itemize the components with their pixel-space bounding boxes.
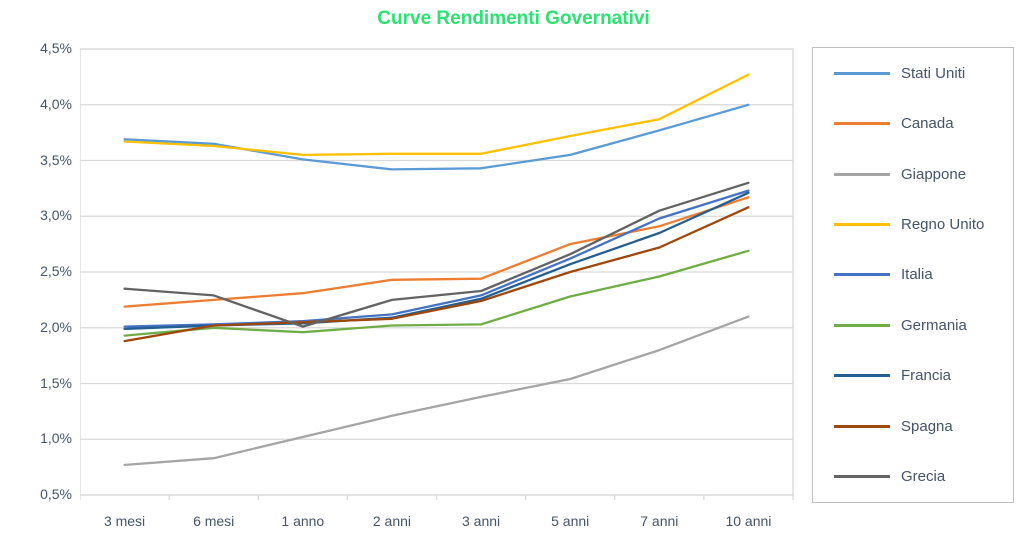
y-axis-label: 2,5% [40,263,72,279]
x-axis-label: 1 anno [281,513,325,529]
y-axis-label: 4,0% [40,95,72,112]
series-line-stati-uniti [123,103,750,171]
series-line-grecia [123,181,750,328]
legend-label: Regno Unito [901,216,985,234]
legend-line-swatch [834,223,890,227]
legend-line-swatch [834,122,890,126]
legend-line-swatch [834,475,890,479]
series-line-regno-unito [123,73,750,157]
legend-label: Canada [901,115,954,133]
legend-line-swatch [834,273,890,277]
series-line-germania [123,249,750,337]
legend-label: Grecia [901,468,946,486]
chart-legend[interactable]: Stati Uniti Canada Giappone Regno Unito Ital… [812,47,1014,503]
legend-line-swatch [834,374,890,378]
legend-entry-grecia[interactable]: Grecia [813,468,1013,485]
legend-entry-germania[interactable]: Germania [813,317,1013,334]
legend-label: Spagna [901,417,953,435]
plot-area[interactable] [79,48,799,507]
legend-line-swatch [834,71,890,75]
legend-entry-italia[interactable]: Italia [813,266,1013,283]
legend-entry-francia[interactable]: Francia [813,367,1013,384]
legend-line-swatch [834,172,890,176]
legend-entry-stati-uniti[interactable]: Stati Uniti [813,65,1013,82]
x-axis-label: 3 anni [461,513,501,529]
series-line-canada [123,196,750,308]
legend-line-swatch [834,424,890,428]
legend-line-swatch [834,323,890,327]
legend-label: Italia [901,266,933,284]
y-axis-label: 1,5% [40,374,72,391]
legend-entry-giappone[interactable]: Giappone [813,166,1013,183]
legend-entry-canada[interactable]: Canada [813,115,1013,132]
series-line-spagna [123,206,750,343]
series-line-giappone [123,315,750,467]
x-axis-label: 3 mesi [103,513,146,529]
y-axis-label: 1,0% [40,430,72,447]
legend-entry-regno-unito[interactable]: Regno Unito [813,216,1013,233]
series-line-italia [123,189,750,328]
legend-label: Giappone [901,165,967,183]
x-axis-label: 7 anni [640,513,679,529]
x-axis-label: 5 anni [551,513,590,529]
y-axis-label: 3,5% [40,151,72,168]
x-axis-label: 6 mesi [193,513,235,529]
legend-label: Germania [901,316,967,334]
legend-entry-spagna[interactable]: Spagna [813,418,1013,435]
y-axis-label: 4,5% [40,40,72,56]
legend-label: Stati Uniti [901,64,966,82]
legend-label: Francia [901,367,952,385]
y-axis-label: 3,0% [40,207,72,224]
x-axis-label: 2 anni [372,513,412,529]
chart-title: Curve Rendimenti Governativi [377,8,650,29]
y-axis-label: 0,5% [40,486,72,502]
y-axis-label: 2,0% [40,318,72,335]
x-axis-label: 10 anni [725,513,772,529]
